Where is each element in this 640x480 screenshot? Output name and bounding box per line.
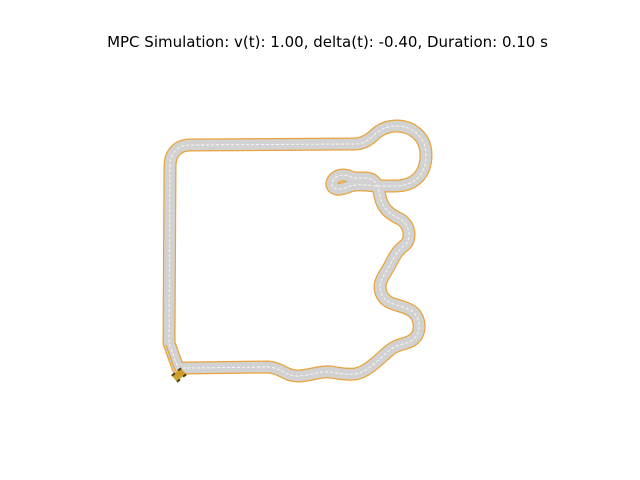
race-track	[169, 126, 426, 376]
figure-title: MPC Simulation: v(t): 1.00, delta(t): -0…	[107, 33, 548, 51]
track-surface	[169, 126, 426, 376]
vehicle-wheel-rear-right	[176, 378, 181, 383]
vehicle	[171, 367, 187, 383]
vehicle-wheel-rear-left	[171, 372, 176, 377]
track-outer-boundary	[169, 126, 426, 376]
vehicle-wheel-front-right	[182, 373, 187, 378]
vehicle-body	[172, 368, 186, 382]
vehicle-wheel-front-left	[177, 367, 182, 372]
track-centerline	[168, 125, 427, 377]
